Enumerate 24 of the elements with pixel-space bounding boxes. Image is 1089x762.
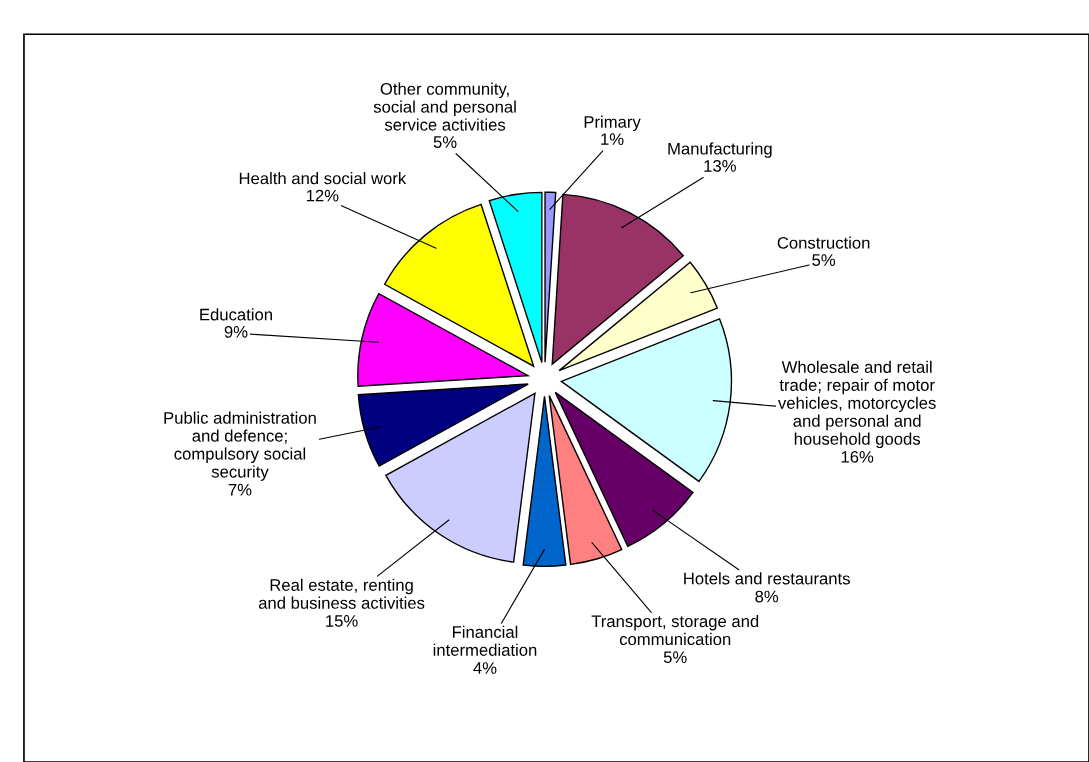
data-label: 5% (663, 651, 687, 664)
data-label: 9% (224, 325, 248, 338)
slice-label: Financial intermediation (433, 625, 537, 656)
data-label: 15% (326, 615, 358, 627)
data-label: 7% (228, 483, 252, 496)
data-label: 13% (704, 159, 736, 172)
slice-label: Public administration and defence; compulsory social security (164, 411, 316, 481)
slice-label: Health and social work (239, 172, 407, 185)
slice-label: Other community, social and personal service activities (373, 82, 516, 131)
data-label: 1% (601, 133, 624, 145)
slice-label: Transport, storage and communication (591, 614, 759, 646)
slice-label: Real estate, renting and business activities (258, 578, 425, 609)
slice-label: Construction (777, 236, 870, 249)
data-label: 16% (841, 450, 874, 463)
slice-label: Hotels and restaurants (684, 572, 850, 585)
slice-label: Wholesale and retail trade; repair of motor vehicles, motorcycles and personal and household goods (778, 360, 936, 449)
data-label: 4% (473, 662, 497, 674)
data-label: 5% (433, 136, 457, 148)
data-label: 12% (306, 189, 339, 202)
slice-label: Primary (584, 115, 641, 132)
data-label: 5% (812, 254, 836, 266)
data-label: 8% (755, 590, 779, 603)
slice-label: Education (200, 308, 272, 321)
slice-label: Manufacturing (668, 142, 772, 158)
